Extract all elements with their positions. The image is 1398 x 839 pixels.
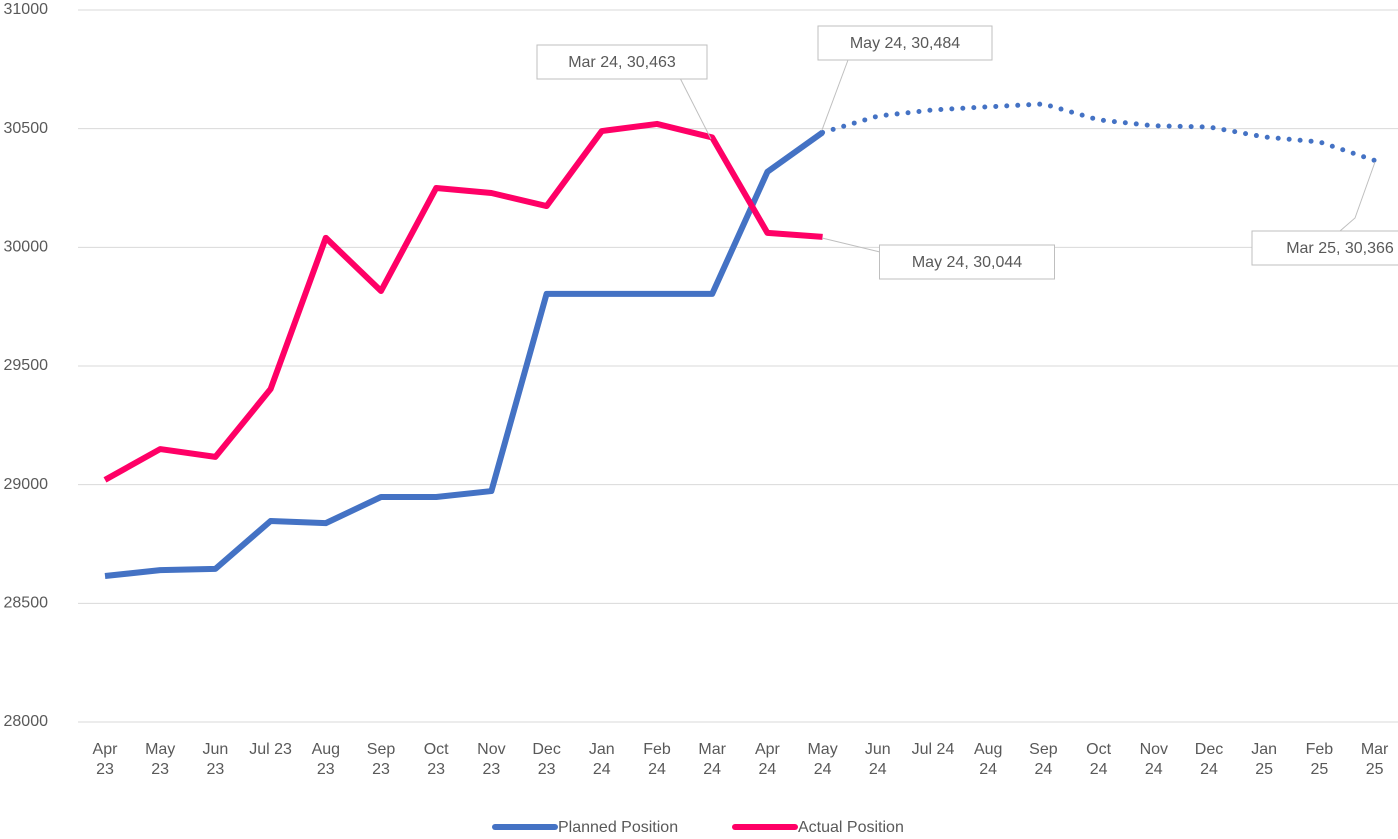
x-tick-label: Mar 24 — [698, 741, 726, 778]
callout-line — [821, 59, 849, 131]
x-tick-label: Jun 23 — [202, 741, 229, 778]
series-line — [103, 120, 823, 483]
legend-label: Planned Position — [558, 819, 678, 836]
data-label: May 24, 30,484 — [850, 35, 960, 52]
y-tick-label: 29500 — [4, 357, 49, 374]
x-tick-label: Jan 24 — [588, 741, 615, 778]
forecast-line — [820, 101, 1378, 163]
x-tick-label: Jul 24 — [911, 741, 955, 758]
x-tick-label: Nov 23 — [477, 741, 506, 778]
y-tick-label: 31000 — [4, 1, 49, 18]
data-label: May 24, 30,044 — [912, 254, 1022, 271]
callout-box — [817, 25, 993, 61]
x-tick-label: Jan 25 — [1251, 741, 1278, 778]
callout-line — [821, 237, 881, 253]
x-tick-label: Sep 23 — [366, 741, 396, 778]
x-tick-label: Feb 24 — [643, 741, 671, 778]
x-tick-label: Oct 23 — [423, 741, 449, 778]
y-tick-label: 28500 — [4, 595, 49, 612]
y-tick-label: 30500 — [4, 120, 49, 137]
x-tick-label: Apr 24 — [754, 741, 780, 778]
x-tick-label: Aug 24 — [973, 741, 1003, 778]
data-label: Mar 24, 30,463 — [568, 54, 676, 71]
x-tick-label: Jun 24 — [864, 741, 891, 778]
y-tick-label: 28000 — [4, 713, 49, 730]
callout-box — [879, 244, 1055, 280]
x-tick-label: Oct 24 — [1086, 741, 1112, 778]
callout-line — [1339, 161, 1376, 232]
x-tick-label: Jul 23 — [249, 741, 292, 758]
y-tick-label: 29000 — [4, 476, 49, 493]
legend-label: Actual Position — [798, 819, 904, 836]
x-tick-label: Apr 23 — [92, 741, 118, 778]
x-tick-label: Dec 24 — [1194, 741, 1224, 778]
x-tick-label: May 24 — [807, 741, 838, 778]
x-tick-label: Aug 23 — [311, 741, 341, 778]
callout-line — [679, 77, 712, 140]
data-label: Mar 25, 30,366 — [1286, 240, 1394, 257]
x-tick-label: May 23 — [145, 741, 176, 778]
x-tick-label: Feb 25 — [1305, 741, 1334, 778]
x-tick-label: Mar 25 — [1360, 741, 1389, 778]
x-tick-label: Nov 24 — [1139, 741, 1169, 778]
y-tick-label: 30000 — [4, 239, 49, 256]
x-tick-label: Dec 23 — [532, 741, 561, 778]
callout-box — [1251, 230, 1398, 266]
series-line — [104, 130, 825, 580]
callout-box — [536, 44, 708, 80]
x-tick-label: Sep 24 — [1029, 741, 1058, 778]
